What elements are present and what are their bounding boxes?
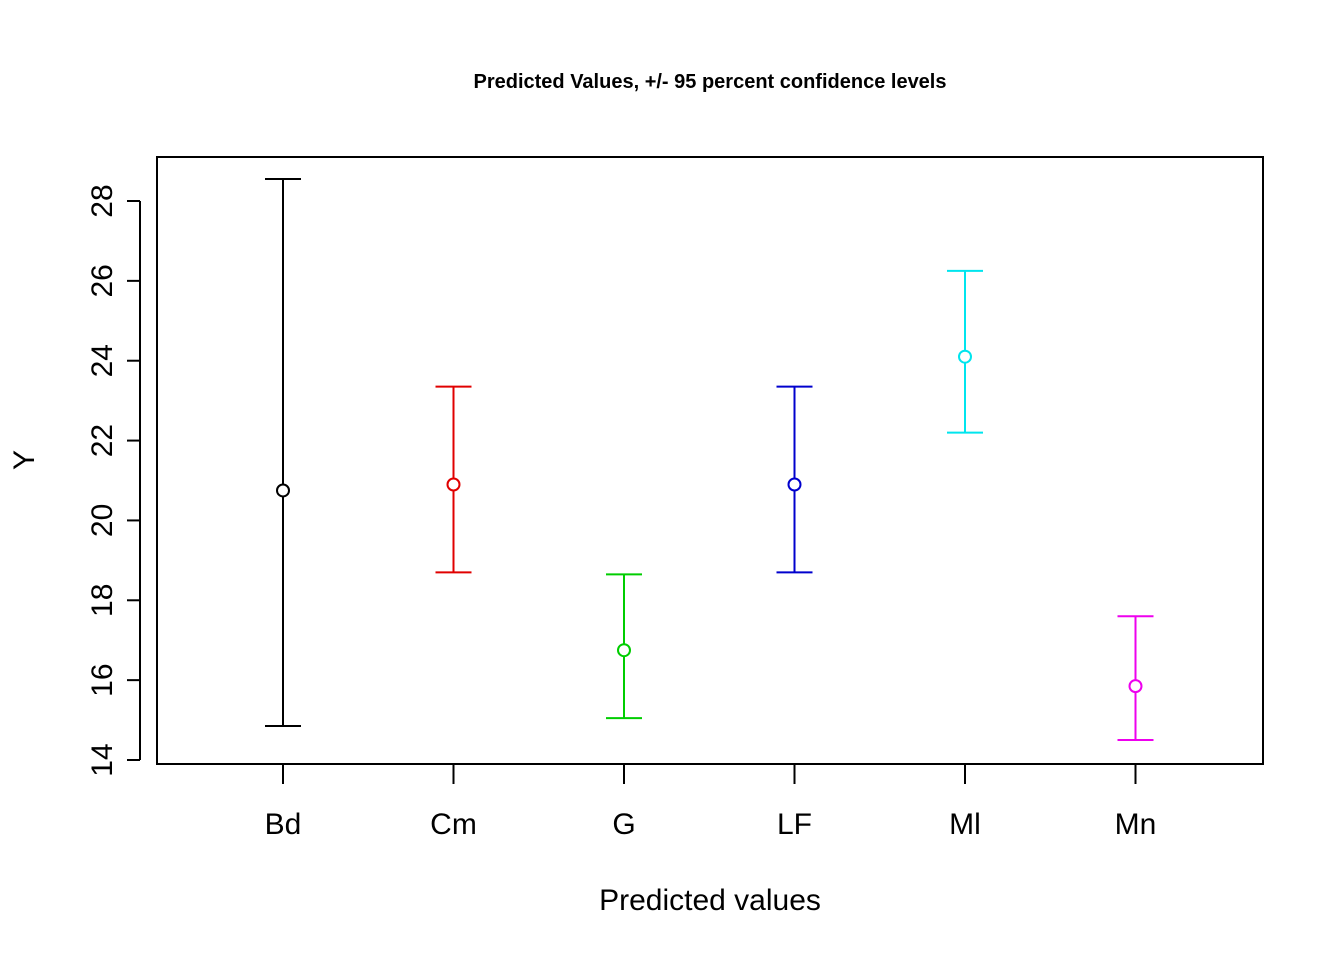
x-tick-label: Cm bbox=[430, 808, 477, 841]
y-tick-label: 22 bbox=[86, 424, 119, 457]
x-tick-label: LF bbox=[777, 808, 812, 841]
y-tick-label: 14 bbox=[86, 743, 119, 776]
x-axis-label: Predicted values bbox=[599, 884, 821, 917]
x-axis: Bd Cm G LF Ml Mn bbox=[265, 764, 1157, 841]
plot-frame bbox=[156, 156, 1264, 765]
y-axis-label: Y bbox=[8, 450, 41, 470]
point-marker bbox=[958, 349, 972, 364]
y-tick-label: 24 bbox=[86, 344, 119, 377]
chart-title: Predicted Values, +/- 95 percent confide… bbox=[474, 71, 947, 93]
point-marker bbox=[1128, 679, 1143, 694]
error-bar-mn bbox=[1117, 615, 1154, 742]
x-tick-label: Bd bbox=[265, 808, 302, 841]
y-tick-label: 28 bbox=[86, 184, 119, 217]
error-bar-cm bbox=[435, 385, 472, 574]
point-marker bbox=[617, 643, 631, 658]
error-bar-bd bbox=[265, 178, 301, 728]
y-tick-label: 26 bbox=[86, 264, 119, 297]
point-marker bbox=[446, 477, 461, 492]
x-tick-label: Ml bbox=[949, 808, 981, 841]
x-tick-label: Mn bbox=[1115, 808, 1157, 841]
error-bar-series bbox=[265, 178, 1154, 742]
point-marker bbox=[276, 483, 290, 498]
y-tick-label: 16 bbox=[86, 663, 119, 696]
y-axis: 14 16 18 20 22 24 26 28 bbox=[86, 184, 141, 777]
y-tick-label: 20 bbox=[86, 504, 119, 537]
error-bar-lf bbox=[776, 385, 813, 574]
y-tick-label: 18 bbox=[86, 584, 119, 617]
point-marker bbox=[787, 477, 802, 492]
x-tick-label: G bbox=[612, 808, 635, 841]
error-bar-g bbox=[606, 573, 642, 720]
error-bar-ml bbox=[947, 269, 983, 434]
